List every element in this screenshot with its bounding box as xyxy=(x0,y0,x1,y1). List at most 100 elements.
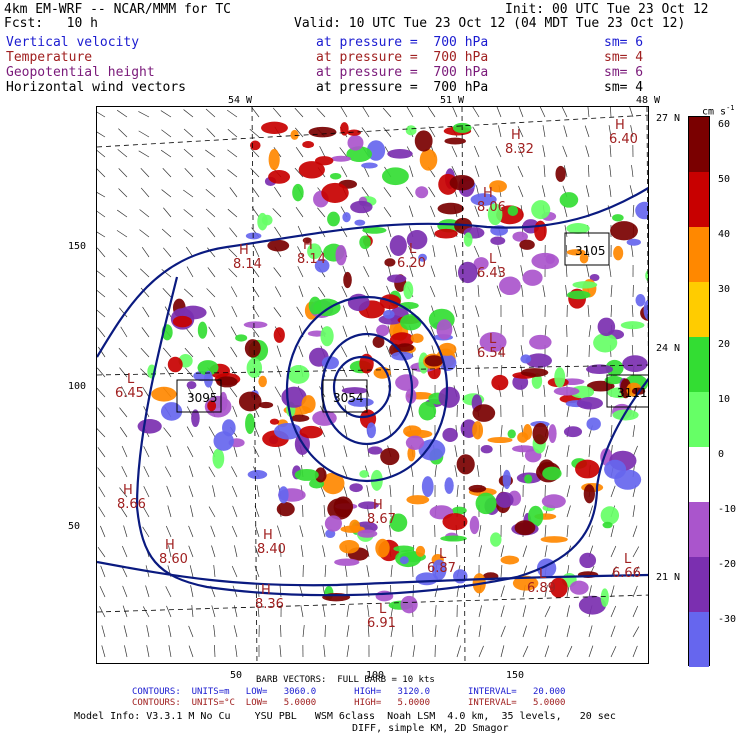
lon-gridline xyxy=(646,107,648,368)
wind-barb xyxy=(256,485,260,498)
wind-barb xyxy=(97,210,106,218)
vertical-velocity-cell xyxy=(160,402,183,421)
vertical-velocity-cell xyxy=(569,580,589,595)
vertical-velocity-cell xyxy=(276,502,295,517)
vertical-velocity-cell xyxy=(238,391,262,412)
wind-barb xyxy=(254,565,260,578)
wind-barb xyxy=(98,486,106,498)
wind-barb xyxy=(406,107,414,118)
low-letter: L xyxy=(127,372,135,387)
wind-barb xyxy=(230,286,238,298)
wind-barb xyxy=(160,149,172,158)
vertical-velocity-cell xyxy=(487,437,513,444)
vertical-velocity-cell xyxy=(437,202,464,215)
wind-barb xyxy=(610,605,617,618)
field-name: Geopotential height xyxy=(6,65,155,80)
wind-barb xyxy=(97,247,106,258)
wind-barb xyxy=(97,387,106,398)
wind-barb xyxy=(361,127,370,138)
colorbar-swatch xyxy=(689,502,709,557)
wind-barb xyxy=(140,347,150,358)
vertical-velocity-cell xyxy=(612,409,639,421)
wind-barb xyxy=(160,110,172,118)
wind-barb xyxy=(227,149,238,158)
vertical-velocity-cell xyxy=(512,575,539,591)
field-name: Vertical velocity xyxy=(6,35,140,50)
low-letter: L xyxy=(439,547,447,562)
wind-barb xyxy=(166,485,172,498)
high-letter: H xyxy=(165,538,175,553)
vertical-velocity-cell xyxy=(372,335,385,348)
vertical-velocity-cell xyxy=(444,137,466,145)
wind-barb xyxy=(340,226,348,238)
wind-barb xyxy=(140,368,150,378)
colorbar-swatch xyxy=(689,282,709,337)
wind-barb xyxy=(230,346,238,358)
wind-barb xyxy=(99,606,106,618)
vertical-velocity-cell xyxy=(520,354,532,364)
height-contour xyxy=(332,355,392,419)
wind-barb xyxy=(362,107,370,118)
wind-barb xyxy=(300,605,304,618)
vertical-velocity-cell xyxy=(456,454,475,475)
wind-barb xyxy=(297,246,304,258)
wind-barb xyxy=(452,107,458,118)
wind-barb xyxy=(253,245,260,258)
y-tick-100: 100 xyxy=(68,381,87,392)
wind-barb xyxy=(454,245,458,258)
wind-barb xyxy=(522,645,529,658)
vertical-velocity-cell xyxy=(563,426,583,438)
wind-barb xyxy=(280,544,282,558)
wind-barb xyxy=(430,265,436,278)
wind-barb xyxy=(163,247,172,258)
vertical-velocity-cell xyxy=(604,459,627,479)
y-tick-150: 150 xyxy=(68,241,87,252)
vertical-velocity-cell xyxy=(589,273,600,282)
wind-barb xyxy=(254,425,260,438)
wind-barb xyxy=(588,645,594,658)
wind-barb xyxy=(478,525,482,538)
wind-barb xyxy=(323,505,326,518)
wind-barb xyxy=(273,307,282,318)
wind-barb xyxy=(97,447,106,458)
wind-barb xyxy=(631,305,634,318)
wind-barb xyxy=(189,565,194,578)
wind-barb xyxy=(183,109,194,118)
wind-barb xyxy=(544,625,549,638)
wind-barb xyxy=(143,486,150,498)
wind-barb xyxy=(189,505,194,518)
wind-barb xyxy=(544,585,548,598)
wind-barb xyxy=(427,107,436,118)
vertical-velocity-cell xyxy=(480,445,493,454)
model-info: Model Info: V3.3.1 M No Cu YSU PBL WSM 6… xyxy=(74,711,616,722)
wind-barb xyxy=(361,187,370,198)
vertical-velocity-cell xyxy=(490,532,502,547)
vertical-velocity-cell xyxy=(389,513,408,532)
vertical-velocity-cell xyxy=(418,253,427,262)
wind-barb xyxy=(146,645,150,658)
wind-barb xyxy=(434,465,437,478)
wind-barb xyxy=(118,168,128,178)
field-level: at pressure = 700 hPa xyxy=(316,80,489,95)
wind-barb xyxy=(500,565,503,578)
wind-barb xyxy=(97,111,106,118)
wind-barb xyxy=(188,545,194,558)
vertical-velocity-cell xyxy=(578,595,607,615)
wind-barb xyxy=(207,267,216,278)
wind-barb xyxy=(542,145,546,158)
vertical-velocity-cell xyxy=(643,299,648,320)
field-level: at pressure = 700 hPa xyxy=(316,65,489,80)
height-contour xyxy=(285,295,449,483)
wind-barb xyxy=(119,407,128,418)
vertical-velocity-cell xyxy=(268,169,291,184)
wind-barb xyxy=(451,165,458,178)
vertical-velocity-cell xyxy=(436,319,453,340)
vertical-velocity-cell xyxy=(487,203,503,226)
high-letter: H xyxy=(263,528,273,543)
wind-barb xyxy=(610,485,616,498)
model-title: 4km EM-WRF -- NCAR/MMM for TC xyxy=(4,2,231,17)
wind-barb xyxy=(97,407,106,418)
wind-barb xyxy=(142,506,150,518)
wind-barb xyxy=(478,605,482,618)
vertical-velocity-cell xyxy=(525,353,552,368)
